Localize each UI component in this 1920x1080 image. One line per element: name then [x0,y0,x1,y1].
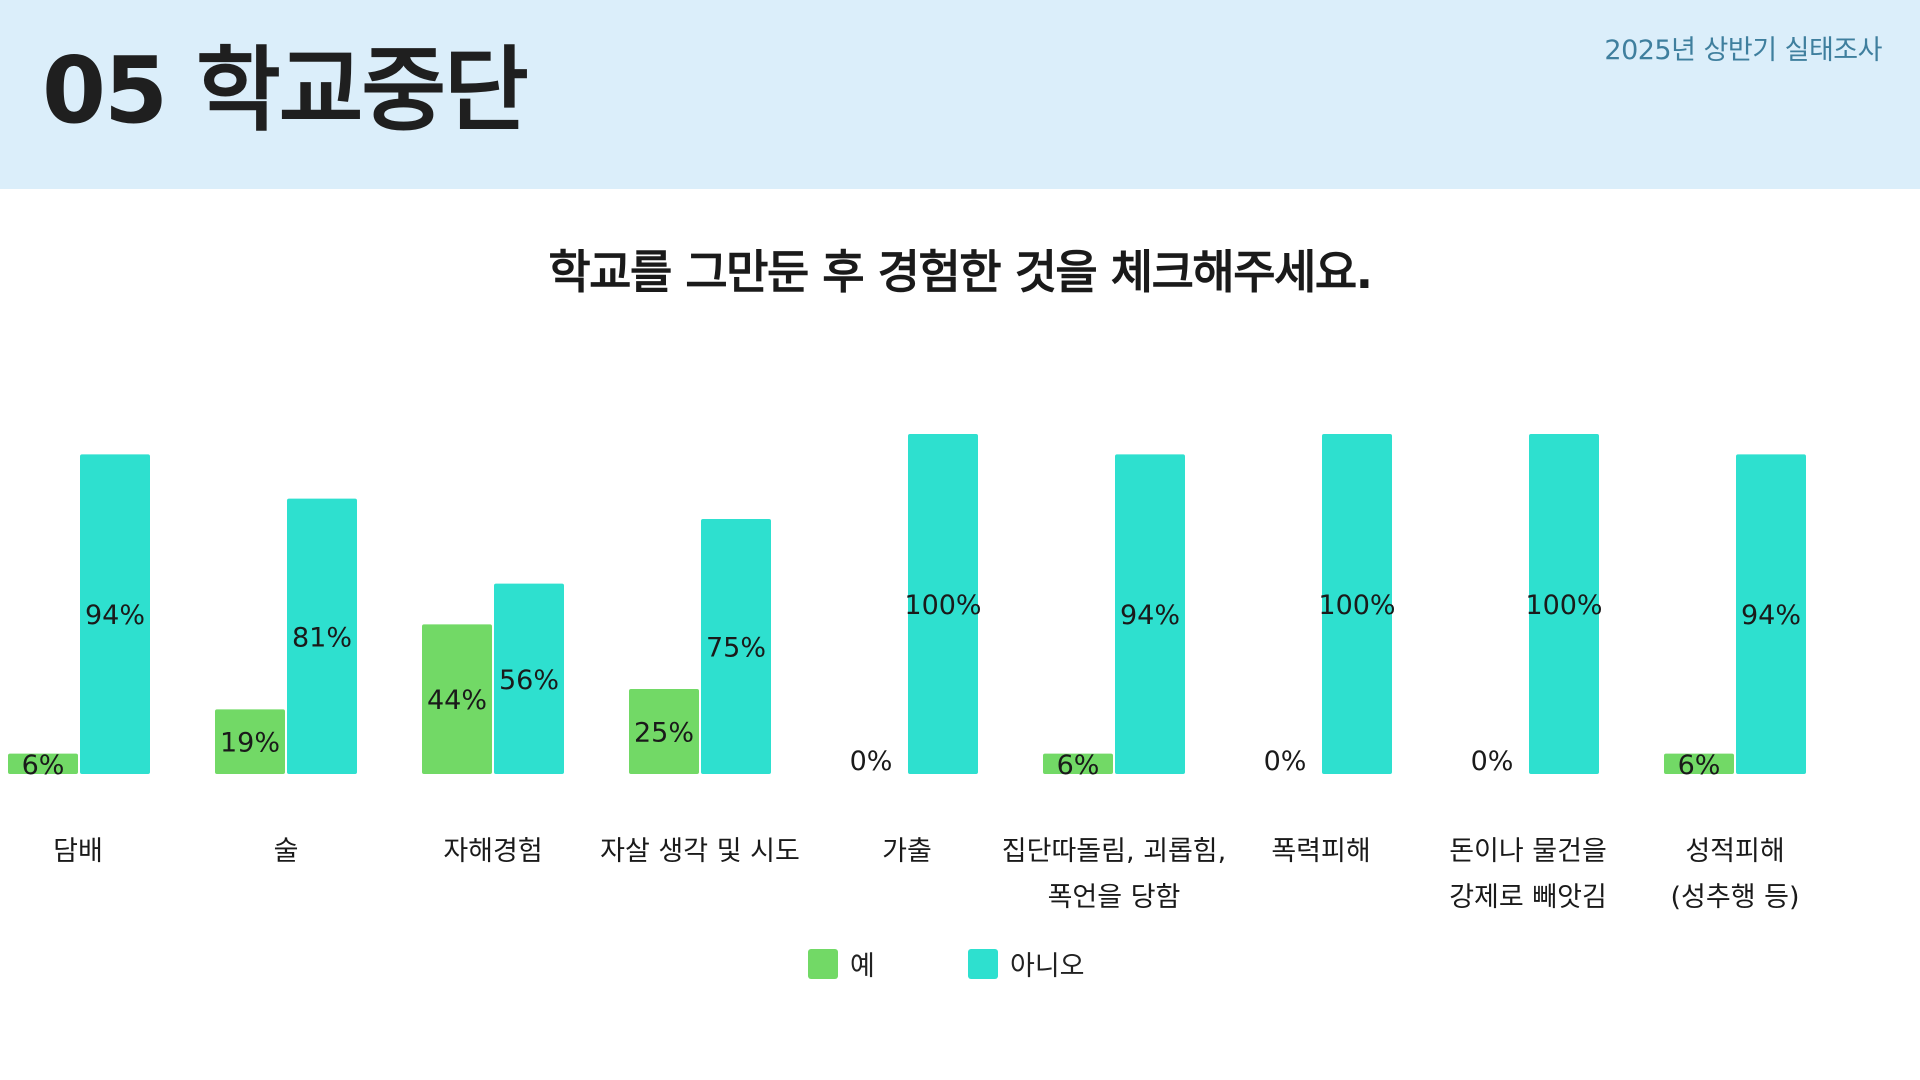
bar-no-5 [1115,454,1185,774]
bar-no-1 [287,498,357,774]
data-label-no-8: 94% [1741,600,1801,631]
survey-label: 2025년 상반기 실태조사 [1604,35,1882,66]
bar-no-2 [494,583,564,774]
category-label-4: 가출 [882,836,932,867]
data-label-yes-1: 19% [220,728,280,759]
bar-no-4 [908,434,978,774]
data-label-yes-6: 0% [1264,746,1307,777]
data-label-no-0: 94% [85,600,145,631]
bar-yes-0 [8,753,78,774]
legend-item-yes: 예 [808,944,875,983]
data-label-yes-5: 6% [1057,750,1100,781]
data-label-yes-2: 44% [427,685,487,716]
data-label-yes-8: 6% [1678,750,1721,781]
data-label-yes-3: 25% [634,718,694,749]
data-label-no-7: 100% [1525,590,1602,621]
header-banner: 05 학교중단 2025년 상반기 실태조사 [0,0,1920,189]
legend-swatch-no [968,948,998,979]
bar-yes-8 [1664,753,1734,774]
legend: 예 아니오 [0,944,1920,984]
category-label-7-line-1: 강제로 빼앗김 [1449,882,1607,913]
category-label-5-line-1: 폭언을 당함 [1048,882,1181,913]
chart-title: 학교를 그만둔 후 경험한 것을 체크해주세요. [548,245,1373,299]
bar-no-6 [1322,434,1392,774]
data-label-yes-0: 6% [22,750,65,781]
data-label-no-2: 56% [499,665,559,696]
data-label-no-1: 81% [292,622,352,653]
legend-label-yes: 예 [850,951,875,982]
category-label-6: 폭력피해 [1271,836,1370,867]
bar-no-0 [80,454,150,774]
category-label-0: 담배 [53,836,103,867]
legend-item-no: 아니오 [968,944,1085,983]
data-label-no-4: 100% [904,590,981,621]
bar-no-3 [701,519,771,774]
data-label-no-3: 75% [706,633,766,664]
category-label-8-line-0: 성적피해 [1685,836,1784,867]
legend-swatch-yes [808,948,838,979]
category-label-3: 자살 생각 및 시도 [600,836,800,867]
category-label-7-line-0: 돈이나 물건을 [1449,836,1607,867]
data-label-yes-7: 0% [1471,746,1514,777]
page-title: 05 학교중단 [42,37,529,144]
category-label-8-line-1: (성추행 등) [1670,882,1799,913]
bar-no-7 [1529,434,1599,774]
bar-yes-3 [629,689,699,774]
legend-label-no: 아니오 [1010,951,1085,982]
category-label-2: 자해경험 [443,836,542,867]
category-label-1: 술 [274,836,299,867]
bar-yes-5 [1043,753,1113,774]
category-label-5-line-0: 집단따돌림, 괴롭힘, [1002,836,1226,867]
data-label-yes-4: 0% [850,746,893,777]
data-label-no-5: 94% [1120,600,1180,631]
data-label-no-6: 100% [1318,590,1395,621]
bar-yes-2 [422,624,492,774]
bar-yes-1 [215,709,285,774]
bar-no-8 [1736,454,1806,774]
